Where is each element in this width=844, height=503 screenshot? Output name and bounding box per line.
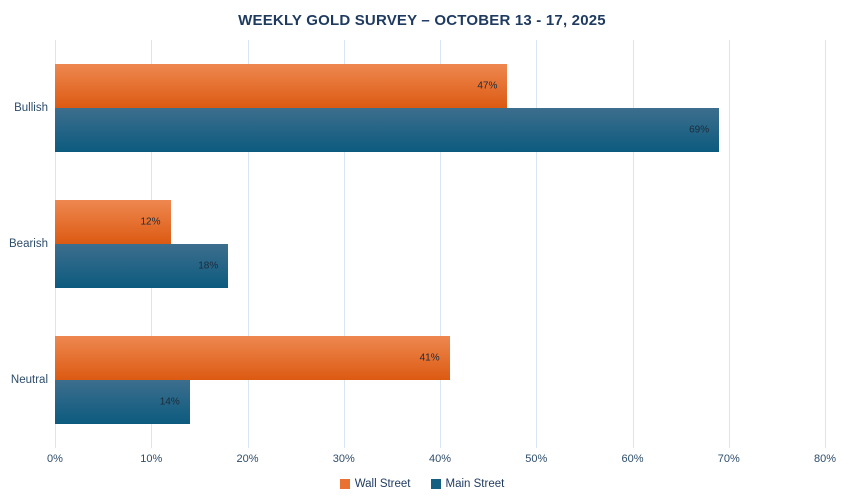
bar-bullish-wall-street: 47% [55,64,508,108]
x-tick-label: 60% [621,453,644,465]
x-tick-label: 0% [47,453,63,465]
gridline [825,40,826,448]
legend-item-wall-street: Wall Street [339,478,411,490]
plot-area: 47% 69% 12% 18% 41% 14% [55,40,826,448]
bar-value-label: 18% [198,260,219,272]
legend-swatch-icon [430,479,441,489]
gridline [440,40,441,448]
x-tick-label: 20% [236,453,259,465]
gridline [343,40,345,448]
legend-label: Main Street [445,478,505,490]
x-tick-label: 70% [717,453,740,465]
bar-bullish-main-street: 69% [55,108,720,152]
legend-swatch-icon [339,479,350,489]
x-tick-label: 80% [813,453,837,465]
gridline [728,40,730,448]
legend-label: Wall Street [354,478,411,490]
category-label-bearish: Bearish [9,238,48,250]
bar-value-label: 12% [140,216,161,228]
x-tick-label: 50% [525,453,548,465]
category-label-neutral: Neutral [10,374,48,386]
category-axis: Bullish Bearish Neutral [0,40,48,448]
bar-bearish-main-street: 18% [55,244,229,288]
bar-value-label: 41% [419,352,440,364]
bar-value-label: 14% [159,396,180,408]
gridline [247,40,249,448]
bar-value-label: 47% [477,80,498,92]
chart-title: WEEKLY GOLD SURVEY – OCTOBER 13 - 17, 20… [238,12,606,29]
x-tick-label: 30% [332,453,355,465]
bar-bearish-wall-street: 12% [55,200,171,244]
legend: Wall Street Main Street [0,478,844,490]
x-tick-label: 40% [428,453,452,465]
x-tick-label: 10% [140,453,163,465]
value-axis: 0% 10% 20% 30% 40% 50% 60% 70% 80% [47,453,836,469]
category-label-bullish: Bullish [14,102,48,114]
bar-neutral-wall-street: 41% [55,336,450,380]
bar-value-label: 69% [689,124,710,136]
bar-neutral-main-street: 14% [55,380,190,424]
gridline [632,40,634,448]
legend-item-main-street: Main Street [430,478,505,490]
gridline [536,40,538,448]
